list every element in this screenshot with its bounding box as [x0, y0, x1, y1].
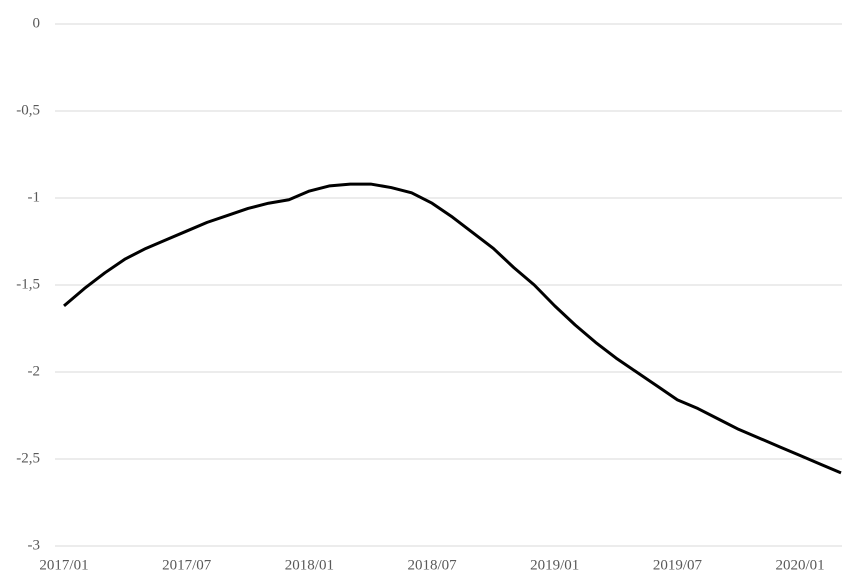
- x-tick-label: 2018/01: [285, 557, 334, 573]
- x-tick-label: 2017/07: [162, 557, 212, 573]
- y-tick-label: 0: [33, 15, 41, 31]
- y-tick-label: -2: [28, 363, 41, 379]
- y-tick-label: -3: [28, 537, 41, 553]
- data-line: [63, 182, 842, 475]
- y-tick-label: -1: [28, 189, 41, 205]
- x-tick-label: 2019/01: [530, 557, 579, 573]
- x-tick-label: 2019/07: [653, 557, 703, 573]
- y-tick-label: -1,5: [16, 276, 40, 292]
- x-tick-label: 2017/01: [39, 557, 88, 573]
- x-tick-label: 2018/07: [407, 557, 457, 573]
- y-tick-label: -2,5: [16, 450, 40, 466]
- y-tick-label: -0,5: [16, 102, 40, 118]
- x-tick-label: 2020/01: [776, 557, 825, 573]
